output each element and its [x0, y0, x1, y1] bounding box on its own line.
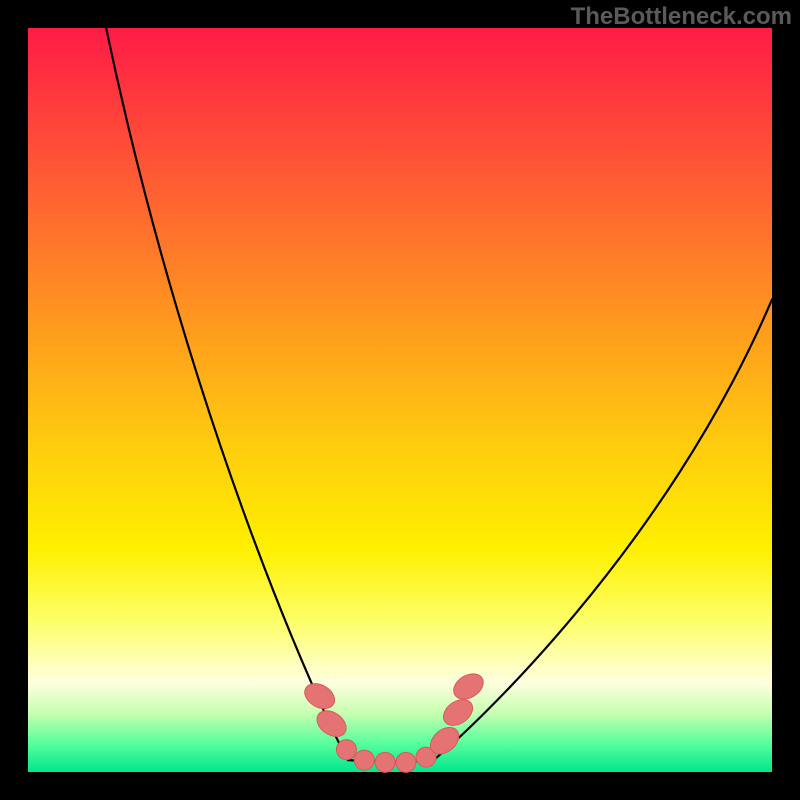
bottleneck-chart: TheBottleneck.com: [0, 0, 800, 800]
watermark-text: TheBottleneck.com: [571, 3, 792, 30]
sweet-spot-marker: [354, 750, 374, 770]
sweet-spot-marker: [396, 752, 416, 772]
sweet-spot-marker: [375, 752, 395, 772]
chart-plot-area: [28, 28, 772, 772]
sweet-spot-marker: [336, 740, 356, 760]
